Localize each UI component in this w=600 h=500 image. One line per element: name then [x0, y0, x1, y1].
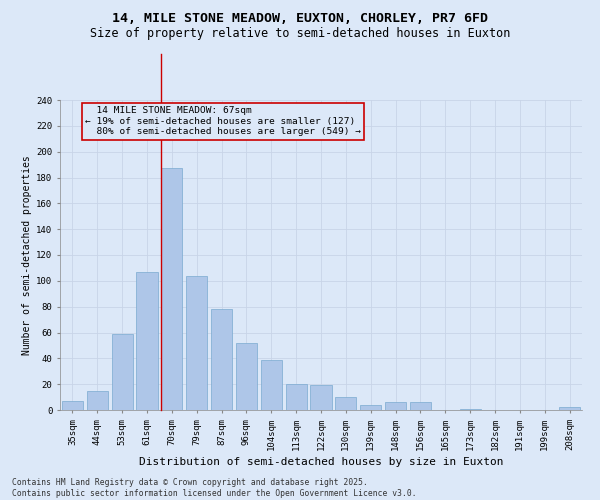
Bar: [136, 272, 158, 410]
Bar: [335, 397, 356, 410]
Bar: [236, 343, 257, 410]
X-axis label: Distribution of semi-detached houses by size in Euxton: Distribution of semi-detached houses by …: [139, 457, 503, 467]
Y-axis label: Number of semi-detached properties: Number of semi-detached properties: [22, 155, 32, 355]
Bar: [385, 402, 406, 410]
Bar: [161, 168, 182, 410]
Bar: [460, 408, 481, 410]
Bar: [112, 334, 133, 410]
Bar: [261, 360, 282, 410]
Text: 14 MILE STONE MEADOW: 67sqm
← 19% of semi-detached houses are smaller (127)
  80: 14 MILE STONE MEADOW: 67sqm ← 19% of sem…: [85, 106, 361, 136]
Bar: [286, 384, 307, 410]
Text: Contains HM Land Registry data © Crown copyright and database right 2025.
Contai: Contains HM Land Registry data © Crown c…: [12, 478, 416, 498]
Bar: [211, 309, 232, 410]
Bar: [62, 401, 83, 410]
Bar: [186, 276, 207, 410]
Bar: [410, 402, 431, 410]
Bar: [360, 405, 381, 410]
Text: 14, MILE STONE MEADOW, EUXTON, CHORLEY, PR7 6FD: 14, MILE STONE MEADOW, EUXTON, CHORLEY, …: [112, 12, 488, 26]
Bar: [559, 408, 580, 410]
Bar: [87, 390, 108, 410]
Bar: [310, 386, 332, 410]
Text: Size of property relative to semi-detached houses in Euxton: Size of property relative to semi-detach…: [90, 28, 510, 40]
